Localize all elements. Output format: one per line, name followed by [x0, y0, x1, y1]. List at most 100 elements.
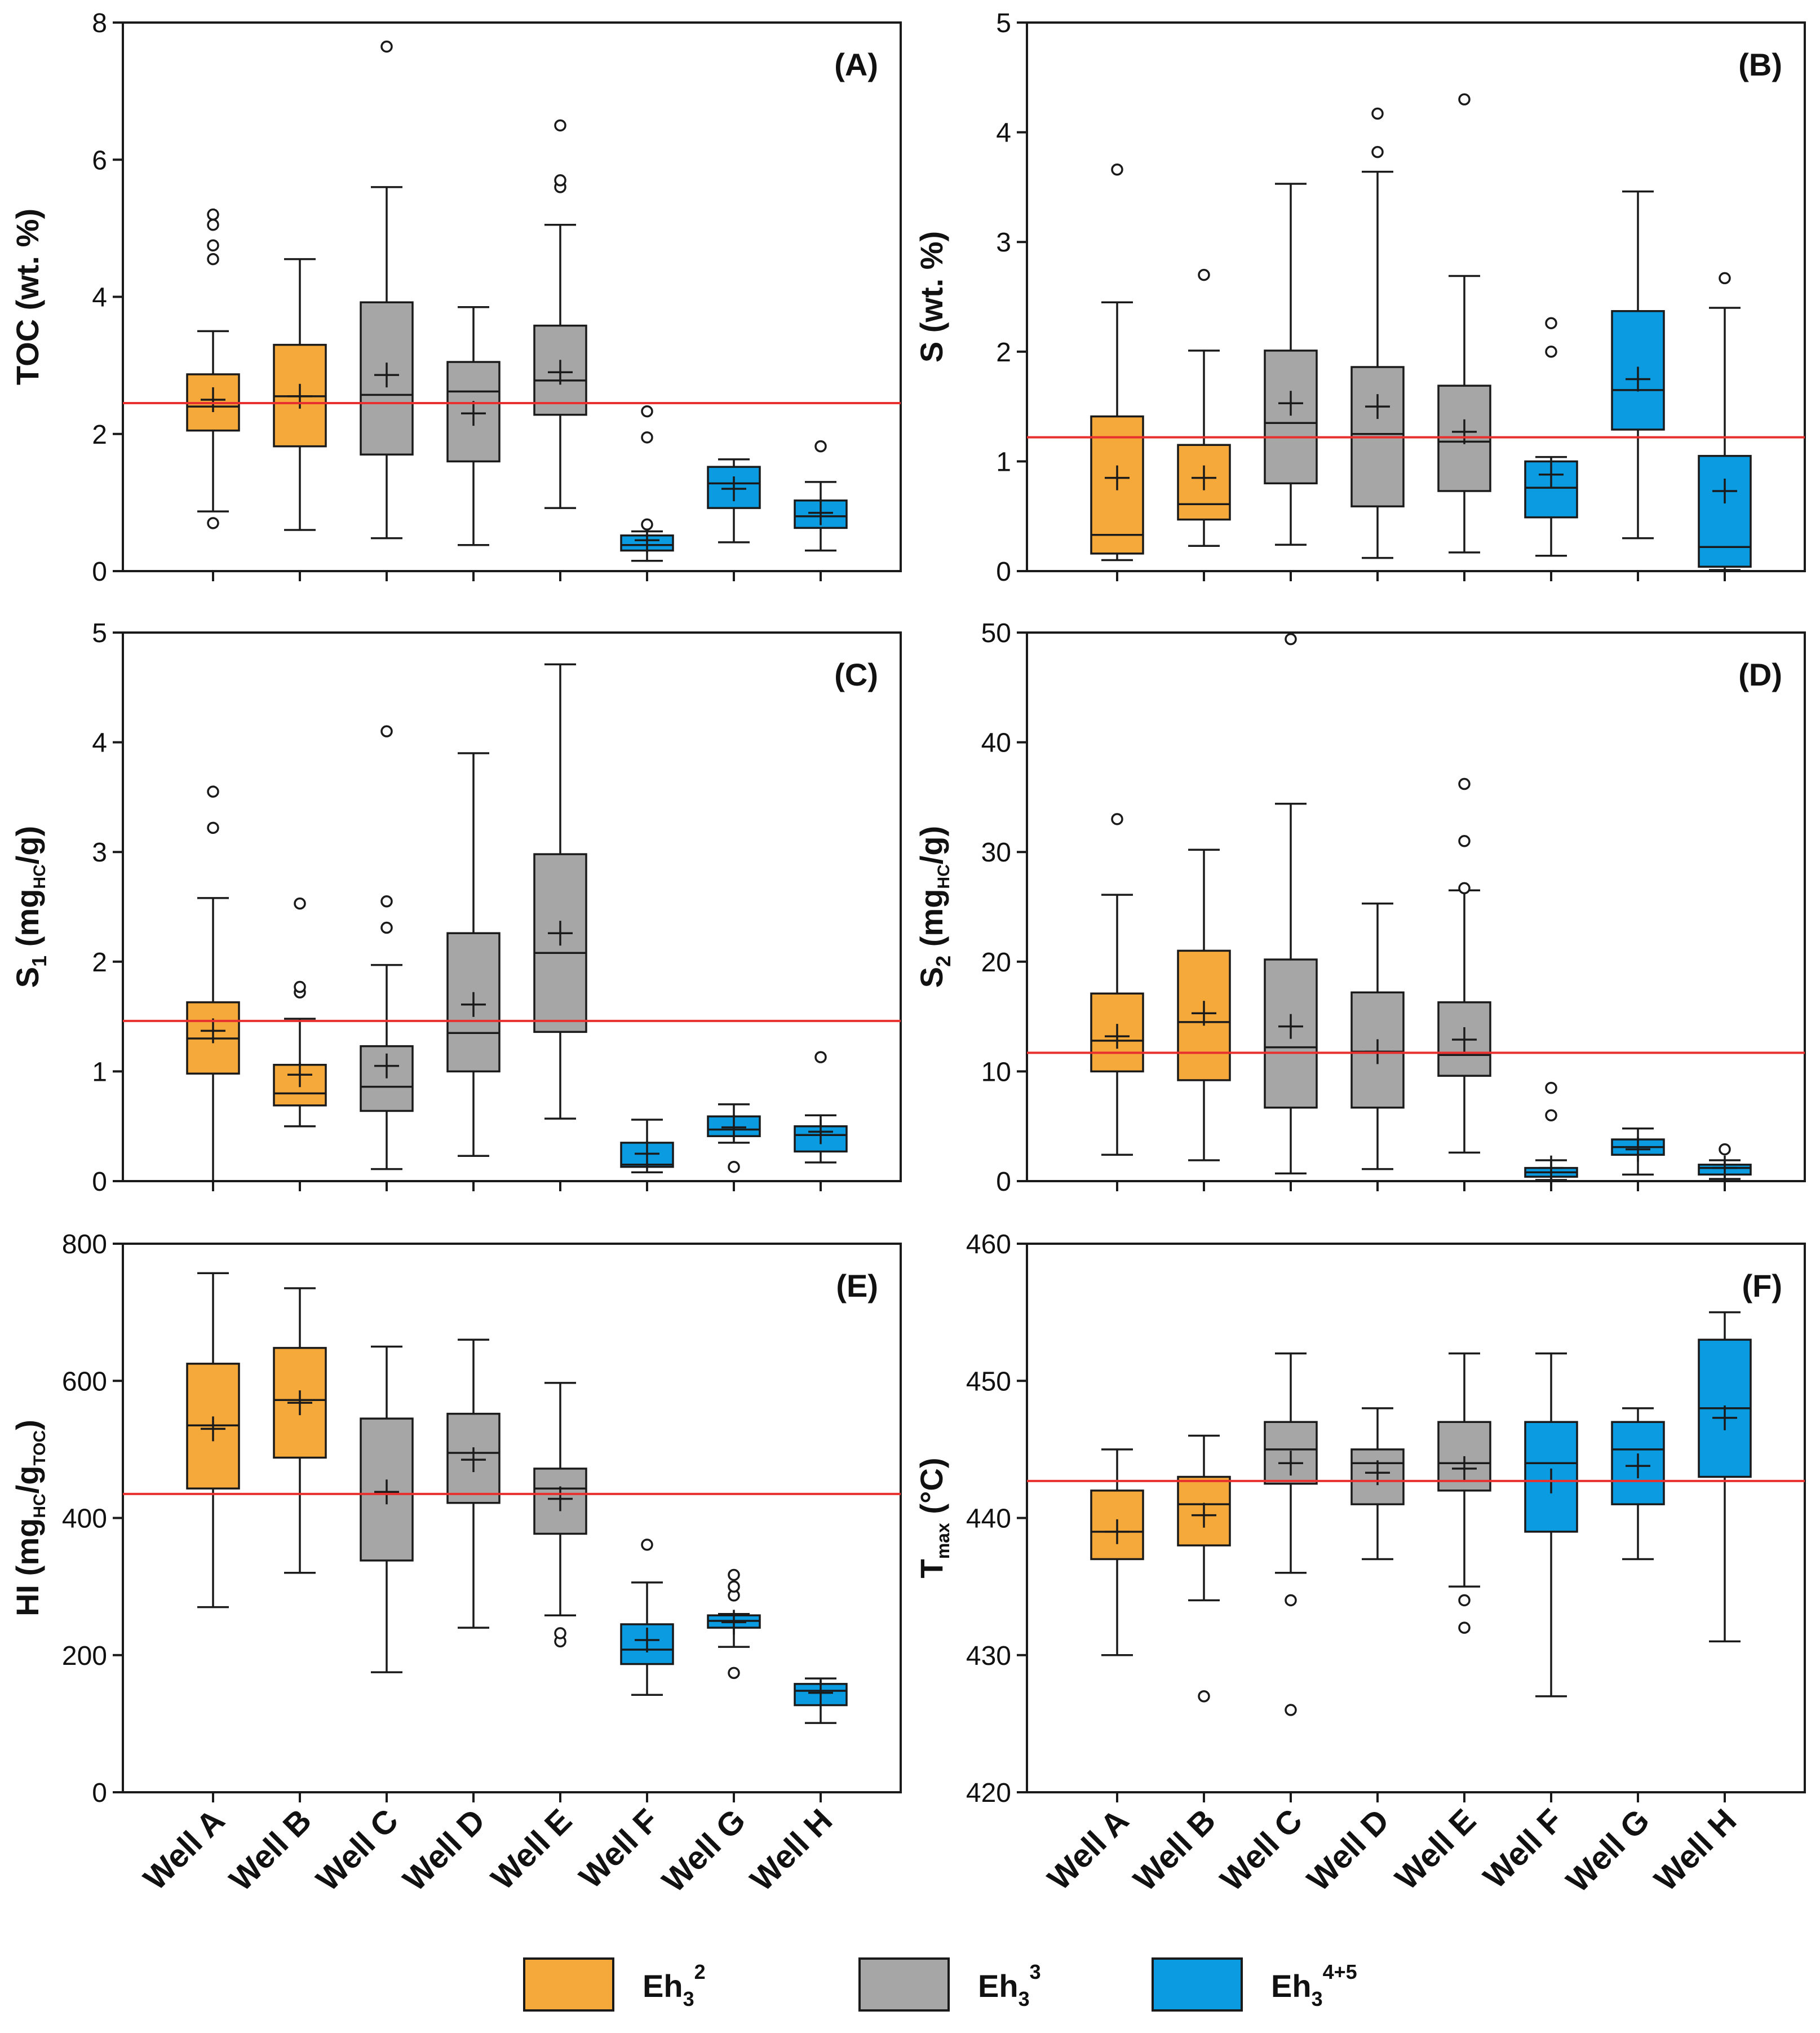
y-axis-label: TOC (wt. %) — [10, 209, 45, 385]
x-category-label: Well D — [1300, 1802, 1397, 1898]
outlier-point — [1545, 1081, 1557, 1094]
box-well-a — [1090, 1448, 1144, 1656]
box-well-g — [707, 458, 761, 543]
y-tick-label: 8 — [92, 8, 107, 38]
box-well-c — [1264, 1352, 1318, 1716]
legend-label-base: Eh — [643, 1968, 683, 2004]
box-well-d — [1350, 107, 1405, 559]
y-tick-label: 430 — [966, 1641, 1011, 1671]
box-well-b — [1177, 268, 1231, 547]
plot-frame — [122, 1243, 902, 1793]
legend: Eh32 Eh33 Eh34+5 — [523, 1957, 1357, 2012]
outlier-point — [1111, 813, 1123, 825]
box-well-d — [1350, 1407, 1405, 1561]
outlier-point — [728, 1580, 740, 1593]
box-well-f — [1524, 317, 1578, 557]
box-well-f — [620, 1539, 674, 1696]
outlier-point — [294, 897, 306, 910]
ylabel-subscript: 2 — [932, 956, 955, 967]
y-tick-label: 2 — [92, 948, 107, 978]
y-tick-label: 5 — [996, 8, 1011, 38]
x-category-label: Well C — [309, 1802, 406, 1898]
outlier-point — [1458, 777, 1471, 790]
ylabel-part: S — [10, 967, 45, 988]
y-tick-label: 400 — [62, 1504, 107, 1534]
box-well-f — [620, 405, 674, 562]
y-tick-label: 30 — [981, 838, 1011, 868]
box-well-b — [1177, 848, 1231, 1161]
ylabel-part: ) — [10, 1420, 45, 1430]
legend-label-superscript: 2 — [694, 1960, 706, 1983]
outlier-point — [1719, 272, 1731, 285]
x-category-label: Well G — [1559, 1802, 1657, 1899]
outlier-point — [728, 1667, 740, 1680]
y-tick-label: 10 — [981, 1057, 1011, 1087]
ylabel-part: S — [914, 967, 949, 988]
outlier-point — [1198, 268, 1210, 281]
outlier-point — [641, 405, 653, 418]
y-tick-label: 5 — [92, 618, 107, 648]
y-tick-label: 4 — [996, 118, 1011, 148]
y-tick-label: 2 — [92, 420, 107, 450]
panel-d: 0 10 20 30 40 50 S2 (mgHC/g) (D) — [914, 618, 1806, 1197]
box-well-h — [1698, 1143, 1752, 1181]
outlier-point — [1285, 1704, 1297, 1716]
y-tick-label: 6 — [92, 145, 107, 175]
box-iqr — [1698, 454, 1752, 568]
legend-swatch — [1152, 1957, 1243, 2012]
legend-label-superscript: 3 — [1030, 1960, 1041, 1983]
outlier-point — [728, 1568, 740, 1581]
x-category-label: Well D — [396, 1802, 493, 1898]
y-tick-label: 0 — [996, 1167, 1011, 1197]
ylabel-subscript: TOC — [30, 1430, 49, 1466]
box-well-g — [1611, 190, 1665, 540]
x-category-label: Well F — [572, 1802, 666, 1895]
panel-a: 0 2 4 6 8 TOC (wt. %) (A) — [10, 8, 902, 587]
box-well-h — [1698, 272, 1752, 571]
box-well-a — [186, 208, 240, 529]
outlier-point — [1285, 633, 1297, 646]
ylabel-part: (mg — [914, 889, 949, 956]
outlier-point — [1111, 163, 1123, 176]
ylabel-part: HI (mg — [10, 1518, 45, 1616]
x-category-label: Well G — [655, 1802, 752, 1899]
y-axis-label: S2 (mgHC/g) — [914, 826, 955, 988]
outlier-point — [1458, 1594, 1471, 1607]
box-well-c — [360, 725, 414, 1170]
y-tick-label: 4 — [92, 283, 107, 313]
box-well-a — [1090, 813, 1144, 1156]
legend-swatch — [858, 1957, 950, 2012]
ylabel-part: /g — [10, 1466, 45, 1494]
legend-item: Eh32 — [523, 1957, 706, 2012]
legend-item: Eh34+5 — [1152, 1957, 1357, 2012]
ylabel-part: (mg — [10, 889, 45, 956]
y-tick-label: 20 — [981, 948, 1011, 978]
outlier-point — [1371, 107, 1384, 120]
box-iqr — [1264, 350, 1318, 485]
legend-label-base: Eh — [1271, 1968, 1312, 2004]
y-tick-label: 420 — [966, 1778, 1011, 1808]
panel-label: (B) — [1738, 47, 1782, 82]
outlier-point — [554, 1627, 566, 1639]
plot-frame — [1026, 631, 1806, 1182]
box-well-d — [446, 306, 501, 546]
y-tick-label: 0 — [92, 1778, 107, 1808]
ylabel-subscript: HC — [30, 864, 49, 889]
y-tick-label: 50 — [981, 618, 1011, 648]
plot-frame — [122, 21, 902, 572]
ylabel-subscript: HC — [30, 1493, 49, 1518]
panel-b: 0 1 2 3 4 5 S (wt. %) (B) — [914, 8, 1806, 587]
plot-frame — [122, 631, 902, 1182]
outlier-point — [554, 119, 566, 132]
box-well-e — [1437, 777, 1491, 1154]
ylabel-subscript: HC — [935, 864, 953, 889]
y-tick-label: 1 — [996, 447, 1011, 477]
outlier-point — [207, 208, 219, 221]
box-iqr — [1177, 444, 1231, 521]
outlier-point — [1458, 93, 1471, 105]
box-well-c — [360, 1345, 414, 1673]
outlier-point — [1458, 1621, 1471, 1634]
